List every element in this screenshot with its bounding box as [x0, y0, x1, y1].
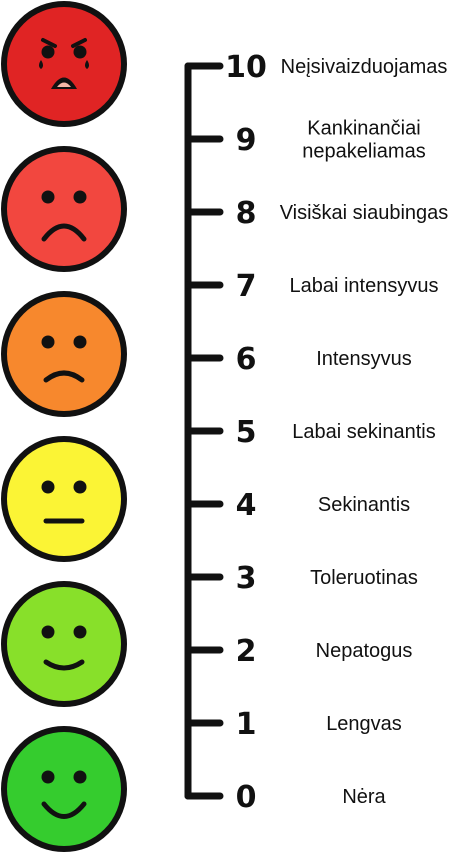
eye-left [41, 190, 55, 204]
scale-number: 6 [236, 342, 257, 377]
scale-label: Neįsivaizduojamas [281, 56, 448, 78]
scale-number: 1 [236, 707, 257, 742]
scale-label: Visiškai siaubingas [280, 202, 449, 224]
scale-number: 4 [236, 488, 257, 523]
face-sad-icon [1, 146, 127, 272]
eye-left [41, 480, 55, 494]
eye-right [73, 625, 87, 639]
scale-level-0: 0 Nėra [184, 780, 387, 815]
eye-right [73, 190, 87, 204]
scale-level-8: 8 Visiškai siaubingas [184, 196, 449, 231]
eye-left [41, 45, 55, 59]
face-happy-icon [1, 726, 127, 852]
mouth [43, 370, 85, 383]
scale-number: 8 [236, 196, 257, 231]
face-unhappy-icon [1, 291, 127, 417]
scale-number: 7 [236, 269, 257, 304]
scale-level-5: 5 Labai sekinantis [184, 415, 436, 450]
eye-right [73, 45, 87, 59]
scale-number: 10 [225, 50, 267, 85]
scale-label: Intensyvus [316, 348, 412, 370]
mouth [43, 659, 85, 671]
tear-right [85, 60, 89, 69]
scale-level-1: 1 Lengvas [184, 707, 402, 742]
eye-right [73, 770, 87, 784]
scale-number: 9 [236, 123, 257, 158]
tear-left [39, 60, 43, 69]
scale-level-10: 10 Neįsivaizduojamas [184, 50, 448, 85]
scale-number: 3 [236, 561, 257, 596]
eye-right [73, 480, 87, 494]
scale-label: Labai intensyvus [290, 275, 439, 297]
eye-left [41, 625, 55, 639]
scale-label: Kankinančiai [307, 118, 420, 140]
scale-label: Nėra [342, 786, 386, 808]
face-crying-icon [1, 1, 127, 127]
scale-level-4: 4 Sekinantis [184, 488, 410, 523]
scale-level-3: 3 Toleruotinas [184, 561, 418, 596]
face-slight-smile-icon [1, 581, 127, 707]
eye-left [41, 335, 55, 349]
face-neutral-icon [1, 436, 127, 562]
scale-label: nepakeliamas [302, 141, 425, 163]
mouth [41, 223, 87, 242]
scale-number: 2 [236, 634, 257, 669]
scale-label: Labai sekinantis [292, 421, 435, 443]
scale-label: Sekinantis [318, 494, 410, 516]
scale-level-2: 2 Nepatogus [184, 634, 413, 669]
scale-number: 5 [236, 415, 257, 450]
scale-label: Toleruotinas [310, 567, 418, 589]
scale-level-7: 7 Labai intensyvus [184, 269, 439, 304]
mouth [41, 801, 87, 819]
scale-label: Nepatogus [316, 640, 413, 662]
faces-column [1, 1, 127, 852]
eye-right [73, 335, 87, 349]
scale-level-6: 6 Intensyvus [184, 342, 412, 377]
scale-number: 0 [236, 780, 257, 815]
scale-label: Lengvas [326, 713, 402, 735]
eye-left [41, 770, 55, 784]
